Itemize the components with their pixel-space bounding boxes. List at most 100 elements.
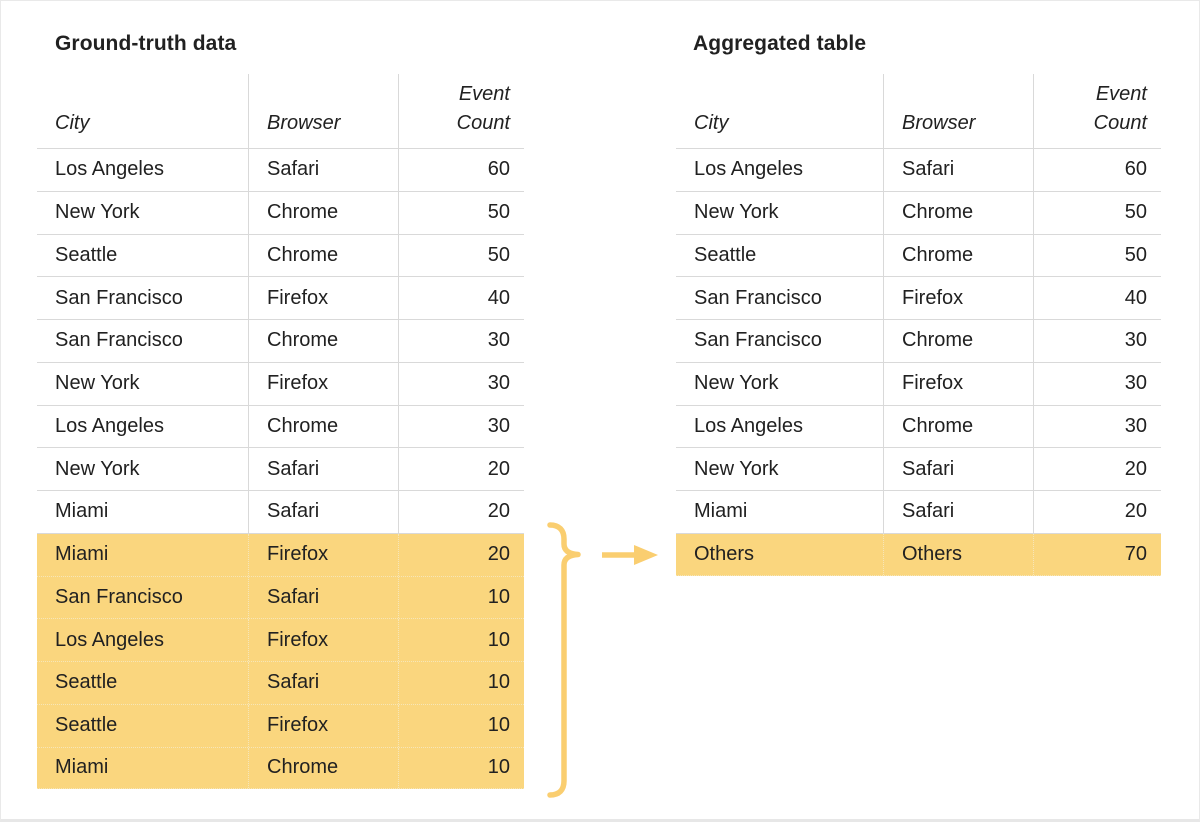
table-row: New York Chrome 50 bbox=[37, 190, 524, 234]
column-header-browser: Browser bbox=[248, 74, 398, 148]
table-row: New York Firefox 30 bbox=[37, 361, 524, 405]
cell-city: Miami bbox=[694, 500, 748, 523]
cell-city: Seattle bbox=[55, 714, 118, 737]
cell-event-count: 30 bbox=[398, 362, 524, 405]
table-row: Seattle Chrome 50 bbox=[37, 233, 524, 277]
cell-browser: Chrome bbox=[883, 320, 1033, 362]
cell-city: New York bbox=[694, 372, 779, 395]
table-row: San Francisco Firefox 40 bbox=[37, 276, 524, 319]
cell-event-count: 60 bbox=[398, 149, 524, 191]
cell-browser: Safari bbox=[248, 149, 398, 191]
aggregated-table: City Browser Event Count Los Angeles Safari 6… bbox=[676, 74, 1161, 576]
cell-city: San Francisco bbox=[55, 585, 183, 608]
column-header-city: City bbox=[37, 74, 248, 148]
cell-event-count: 50 bbox=[398, 191, 524, 234]
table-row: Los Angeles Safari 60 bbox=[37, 148, 524, 191]
cell-browser: Firefox bbox=[883, 362, 1033, 405]
cell-city: Seattle bbox=[694, 243, 757, 266]
right-table-title: Aggregated table bbox=[693, 32, 867, 55]
cell-browser: Safari bbox=[883, 149, 1033, 191]
column-header-label: Event Count bbox=[1093, 83, 1147, 134]
cell-event-count: 20 bbox=[398, 491, 524, 533]
cell-event-count: 40 bbox=[398, 277, 524, 319]
table-row: New York Firefox 30 bbox=[676, 361, 1161, 405]
cell-browser: Safari bbox=[248, 662, 398, 704]
cell-city: New York bbox=[55, 457, 140, 480]
cell-city: Miami bbox=[55, 756, 109, 779]
cell-event-count: 70 bbox=[1033, 533, 1161, 575]
cell-browser: Safari bbox=[248, 576, 398, 619]
cell-event-count: 10 bbox=[398, 576, 524, 619]
cell-city: New York bbox=[694, 201, 779, 224]
column-header-label: Event Count bbox=[456, 83, 510, 134]
cell-event-count: 30 bbox=[1033, 405, 1161, 448]
column-header-event-count: Event Count bbox=[1033, 74, 1161, 148]
cell-city: Others bbox=[694, 542, 755, 565]
cell-event-count: 20 bbox=[398, 533, 524, 576]
table-row: Miami Safari 20 bbox=[676, 490, 1161, 533]
cell-browser: Chrome bbox=[248, 747, 398, 789]
cell-city: New York bbox=[55, 201, 140, 224]
table-row: Los Angeles Safari 60 bbox=[676, 148, 1161, 191]
cell-browser: Safari bbox=[248, 448, 398, 490]
cell-browser: Others bbox=[883, 533, 1033, 575]
cell-event-count: 20 bbox=[1033, 491, 1161, 533]
table-header-row: City Browser Event Count bbox=[37, 74, 524, 148]
cell-city: Los Angeles bbox=[55, 158, 164, 181]
table-row: Miami Safari 20 bbox=[37, 490, 524, 533]
table-row: San Francisco Chrome 30 bbox=[37, 319, 524, 362]
cell-city: Los Angeles bbox=[694, 158, 803, 181]
cell-event-count: 50 bbox=[1033, 234, 1161, 277]
cell-city: San Francisco bbox=[694, 286, 822, 309]
table-row: Los Angeles Firefox 10 bbox=[37, 618, 524, 661]
cell-event-count: 30 bbox=[1033, 320, 1161, 362]
table-row: San Francisco Chrome 30 bbox=[676, 319, 1161, 362]
table-row: New York Safari 20 bbox=[676, 447, 1161, 490]
left-table-title: Ground-truth data bbox=[55, 32, 237, 55]
cell-city: Miami bbox=[55, 543, 109, 566]
cell-browser: Firefox bbox=[248, 704, 398, 747]
table-row: Seattle Safari 10 bbox=[37, 661, 524, 704]
cell-browser: Safari bbox=[883, 448, 1033, 490]
cell-city: Seattle bbox=[55, 243, 118, 266]
cell-event-count: 30 bbox=[398, 320, 524, 362]
cell-browser: Firefox bbox=[248, 533, 398, 576]
cell-browser: Chrome bbox=[883, 234, 1033, 277]
column-header-label: Browser bbox=[902, 112, 976, 134]
cell-event-count: 10 bbox=[398, 704, 524, 747]
column-header-label: City bbox=[694, 112, 729, 134]
cell-event-count: 10 bbox=[398, 747, 524, 789]
table-row: San Francisco Safari 10 bbox=[37, 575, 524, 619]
cell-browser: Firefox bbox=[248, 362, 398, 405]
cell-browser: Chrome bbox=[883, 191, 1033, 234]
cell-browser: Chrome bbox=[248, 320, 398, 362]
cell-event-count: 60 bbox=[1033, 149, 1161, 191]
cell-city: New York bbox=[55, 372, 140, 395]
cell-browser: Safari bbox=[883, 491, 1033, 533]
ground-truth-table: City Browser Event Count Los Angeles Safari 6… bbox=[37, 74, 524, 790]
cell-event-count: 50 bbox=[398, 234, 524, 277]
table-row: San Francisco Firefox 40 bbox=[676, 276, 1161, 319]
table-row: Seattle Chrome 50 bbox=[676, 233, 1161, 277]
cell-browser: Chrome bbox=[248, 234, 398, 277]
cell-city: New York bbox=[694, 457, 779, 480]
cell-city: Los Angeles bbox=[55, 628, 164, 651]
cell-browser: Safari bbox=[248, 491, 398, 533]
table-row: Miami Firefox 20 bbox=[37, 532, 524, 576]
cell-browser: Chrome bbox=[248, 191, 398, 234]
arrow-right-icon bbox=[602, 545, 658, 565]
column-header-event-count: Event Count bbox=[398, 74, 524, 148]
cell-event-count: 50 bbox=[1033, 191, 1161, 234]
cell-city: San Francisco bbox=[694, 329, 822, 352]
table-row: Miami Chrome 10 bbox=[37, 746, 524, 790]
table-row: Seattle Firefox 10 bbox=[37, 703, 524, 747]
table-row: New York Safari 20 bbox=[37, 447, 524, 490]
cell-browser: Firefox bbox=[883, 277, 1033, 319]
column-header-label: City bbox=[55, 112, 90, 134]
cell-city: Miami bbox=[55, 500, 109, 523]
cell-event-count: 20 bbox=[1033, 448, 1161, 490]
table-row: New York Chrome 50 bbox=[676, 190, 1161, 234]
cell-city: San Francisco bbox=[55, 329, 183, 352]
column-header-browser: Browser bbox=[883, 74, 1033, 148]
